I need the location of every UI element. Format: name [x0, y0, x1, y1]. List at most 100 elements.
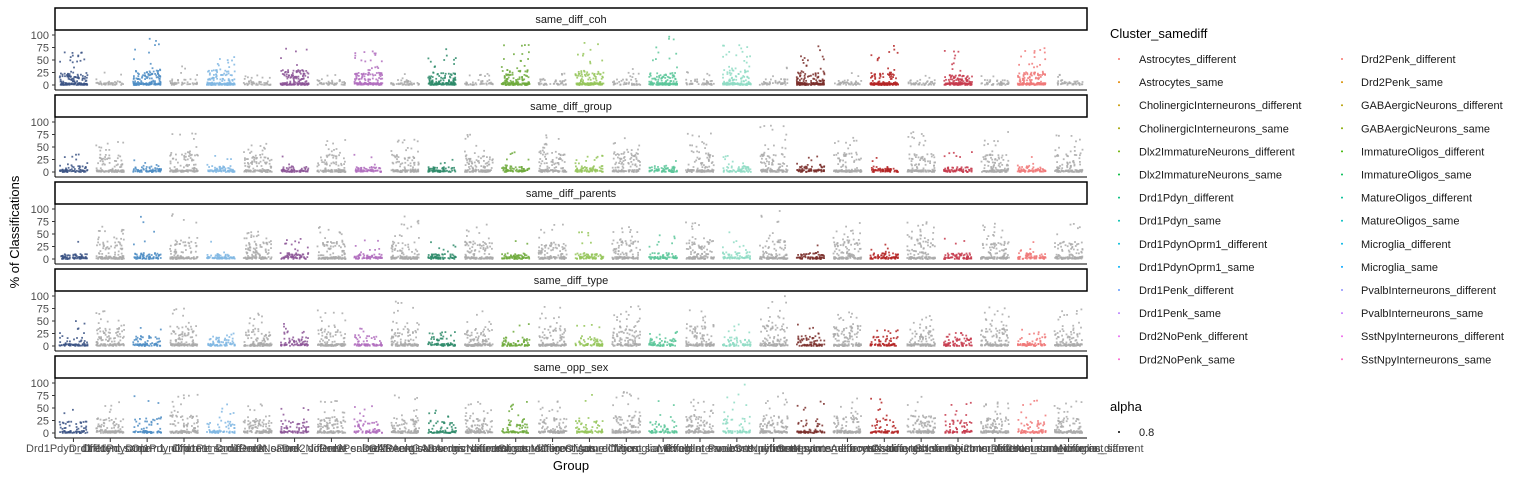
data-point [761, 162, 763, 164]
data-point [590, 167, 592, 169]
data-point [1031, 75, 1033, 77]
data-point [260, 157, 262, 159]
data-point [674, 72, 676, 74]
data-point [506, 159, 508, 161]
data-point [478, 162, 480, 164]
data-point [577, 54, 579, 56]
data-point [169, 155, 171, 157]
data-point [552, 161, 554, 163]
data-point [326, 164, 328, 166]
data-point [603, 72, 605, 74]
data-point [703, 79, 705, 81]
data-point [270, 167, 272, 169]
data-point [133, 75, 135, 77]
data-point [834, 142, 836, 144]
data-point [553, 83, 555, 85]
data-point [874, 74, 876, 76]
data-point [158, 83, 160, 85]
data-point [581, 78, 583, 80]
data-point [74, 83, 76, 85]
data-point [144, 162, 146, 164]
data-point [433, 170, 435, 172]
data-point [698, 83, 700, 85]
data-point [301, 168, 303, 170]
data-point [170, 163, 172, 165]
data-point [173, 170, 175, 172]
data-point [513, 168, 515, 170]
data-point [60, 73, 62, 75]
data-point [967, 75, 969, 77]
data-point [1031, 63, 1033, 65]
data-point [155, 75, 157, 77]
data-point [760, 170, 762, 172]
data-point [286, 73, 288, 75]
data-point [105, 170, 107, 172]
data-point [192, 82, 194, 84]
data-point [929, 160, 931, 162]
data-point [64, 52, 66, 54]
data-point [483, 166, 485, 168]
data-point [765, 78, 767, 80]
data-point [74, 76, 76, 78]
data-point [504, 171, 506, 173]
data-point [732, 79, 734, 81]
data-point [84, 78, 86, 80]
data-point [354, 57, 356, 59]
data-point [735, 79, 737, 81]
data-point [307, 168, 309, 170]
data-point [1044, 52, 1046, 54]
data-point [727, 155, 729, 157]
data-point [214, 155, 216, 157]
data-point [105, 149, 107, 151]
data-point [729, 72, 731, 74]
data-point [263, 147, 265, 149]
data-point [365, 82, 367, 84]
data-point [586, 83, 588, 85]
data-point [953, 80, 955, 82]
data-point [399, 166, 401, 168]
data-point [555, 166, 557, 168]
data-point [251, 77, 253, 79]
data-point [954, 55, 956, 57]
data-point [144, 78, 146, 80]
data-point [75, 159, 77, 161]
data-point [800, 72, 802, 74]
data-point [663, 76, 665, 78]
data-point [402, 142, 404, 144]
data-point [370, 60, 372, 62]
data-point [184, 68, 186, 70]
data-point [442, 72, 444, 74]
data-point [121, 160, 123, 162]
data-point [336, 82, 338, 84]
data-point [143, 165, 145, 167]
data-point [361, 77, 363, 79]
data-point [919, 79, 921, 81]
data-point [723, 69, 725, 71]
data-point [418, 83, 420, 85]
data-point [876, 166, 878, 168]
data-point [1044, 82, 1046, 84]
data-point [379, 168, 381, 170]
data-point [689, 144, 691, 146]
data-point [512, 171, 514, 173]
data-point [224, 169, 226, 171]
data-point [472, 170, 474, 172]
data-point [393, 171, 395, 173]
data-point [222, 78, 224, 80]
data-point [291, 169, 293, 171]
data-point [771, 162, 773, 164]
data-point [945, 79, 947, 81]
data-point [191, 154, 193, 156]
data-point [77, 74, 79, 76]
data-point [102, 160, 104, 162]
data-point [662, 84, 664, 86]
data-point [735, 54, 737, 56]
data-point [335, 171, 337, 173]
data-point [698, 151, 700, 153]
data-point [359, 78, 361, 80]
data-point [180, 165, 182, 167]
data-point [710, 80, 712, 82]
data-point [885, 83, 887, 85]
data-point [304, 75, 306, 77]
data-point [230, 158, 232, 160]
